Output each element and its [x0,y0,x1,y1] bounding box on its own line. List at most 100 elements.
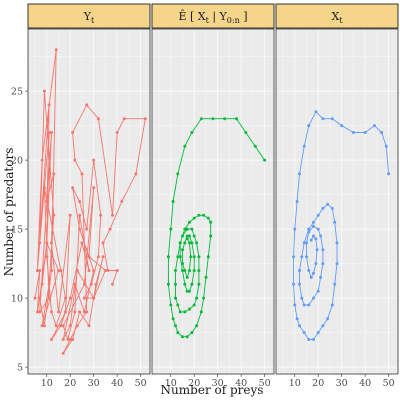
data-point [87,255,91,259]
data-point [38,241,42,245]
data-point [223,117,227,121]
data-point [351,131,355,134]
x-tick-label: 10 [41,378,53,389]
data-point [96,255,100,259]
y-tick-label: 5 [17,363,23,374]
data-point [183,227,187,231]
data-point [176,255,180,259]
data-point [47,282,51,286]
data-point [166,255,170,259]
data-point [50,338,53,341]
data-point [115,131,119,134]
data-point [75,269,79,272]
facet-strip [275,3,399,29]
data-point [50,131,53,134]
data-point [178,310,182,314]
panels: Yt 10 20 30 40 50 Ê [ Xt | Y0:n ] 10 20 30 40 50 Xt 1… [11,3,399,389]
data-point [45,200,49,203]
data-point [40,158,44,162]
data-point [333,282,337,286]
data-point [80,172,84,176]
x-tick-label: 30 [212,378,224,389]
series-line [167,118,265,338]
data-point [330,303,334,307]
data-point [316,289,320,293]
panel-background [276,29,398,374]
data-point [80,241,84,245]
facet-strip-label: Yt [83,10,95,25]
data-point [302,331,306,335]
data-point [197,213,201,217]
panel-border [275,28,399,375]
data-point [35,310,39,314]
data-point [82,296,86,300]
facet-panel-2: Ê [ Xt | Y0:n ] 10 20 30 40 50 [151,3,275,389]
x-tick-label: 10 [289,378,301,389]
data-point [312,220,315,224]
data-point [85,310,89,314]
data-point [188,269,191,272]
data-point [68,324,72,328]
data-point [78,310,82,314]
data-point [101,241,105,245]
data-point [106,269,110,272]
data-point [181,248,184,252]
data-point [120,200,124,203]
panel-border [151,28,275,375]
data-point [85,227,89,231]
x-tick-label: 20 [312,378,324,389]
data-point [111,213,114,217]
data-point [298,282,301,286]
x-tick-label: 10 [165,378,177,389]
data-point [176,172,180,176]
x-tick-label: 50 [135,378,147,389]
data-point [333,220,337,224]
data-point [190,131,194,134]
data-point [305,255,308,259]
data-point [307,227,311,231]
data-point [89,282,93,286]
facet-strip [151,3,275,29]
data-point [298,324,301,328]
data-point [64,296,67,300]
data-point [174,324,177,328]
data-point [185,227,189,231]
x-tick-label: 30 [88,378,100,389]
data-point [38,310,42,314]
data-point [181,335,184,339]
data-point [192,269,196,272]
data-point [92,186,96,190]
data-point [96,117,100,121]
data-point [42,89,46,93]
data-point [192,216,196,220]
data-point [298,172,301,176]
data-point [50,269,53,272]
data-point [253,144,257,148]
data-point [190,331,194,335]
data-point [312,296,315,300]
panel-border [27,28,151,375]
data-point [192,234,196,238]
data-point [192,303,196,307]
data-point [211,117,215,121]
data-point [195,324,199,328]
data-point [312,234,315,238]
data-point [78,200,82,203]
data-point [188,241,191,245]
data-point [73,282,77,286]
data-point [111,282,114,286]
data-point [92,296,96,300]
data-point [316,331,320,335]
y-tick-label: 25 [11,87,23,98]
data-point [206,216,210,220]
data-point [293,227,297,231]
data-point [321,324,325,328]
data-point [319,275,323,279]
data-point [115,269,119,272]
data-point [316,227,320,231]
data-point [42,186,46,190]
data-point [78,227,82,231]
data-point [307,230,311,234]
data-point [314,110,318,114]
x-axis-title: Number of preys [161,383,264,397]
